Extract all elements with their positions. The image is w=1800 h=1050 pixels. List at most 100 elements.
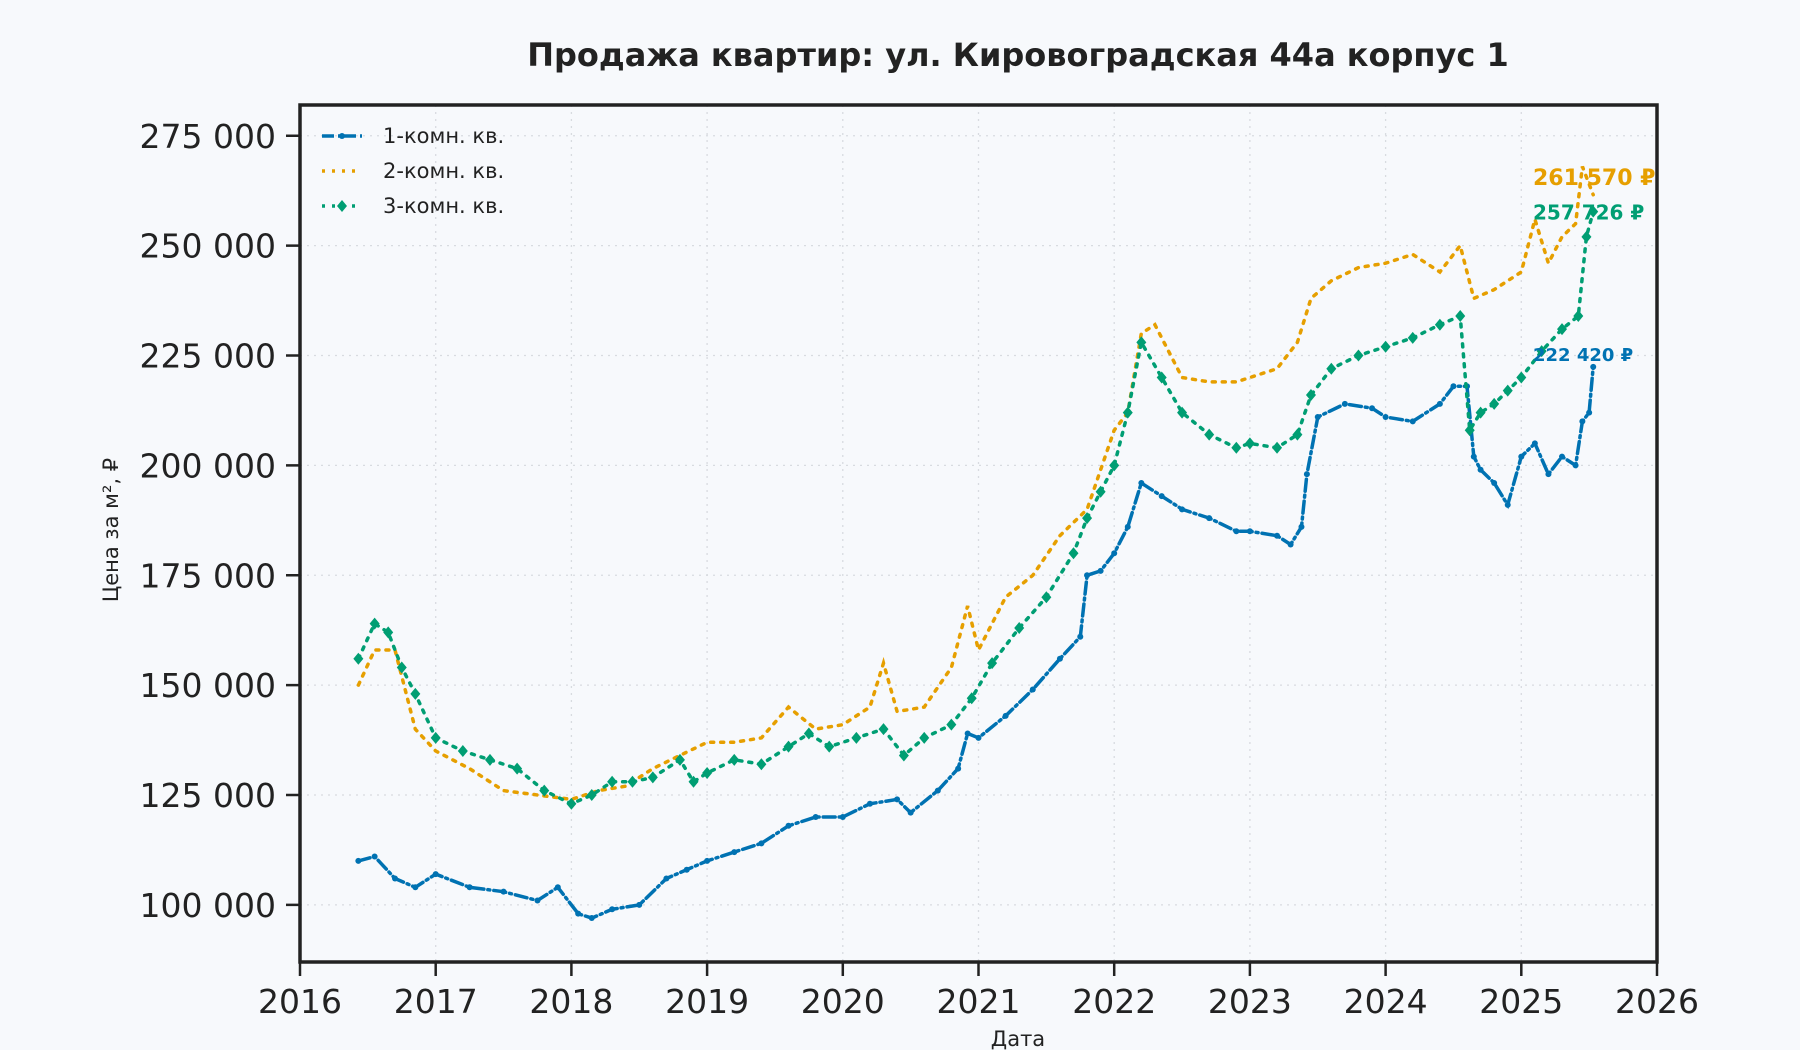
data-point [1353, 349, 1364, 362]
y-tick-label: 250 000 [140, 227, 276, 266]
data-point [1124, 523, 1131, 530]
data-point [396, 661, 407, 674]
data-point [1077, 633, 1084, 640]
data-point [1573, 309, 1584, 322]
y-tick-label: 175 000 [140, 556, 276, 595]
data-point [412, 884, 419, 891]
data-point [1231, 441, 1242, 454]
data-point [894, 796, 901, 803]
y-tick-label: 150 000 [140, 666, 276, 705]
y-axis-label: Цена за м², ₽ [99, 458, 123, 602]
x-tick-label: 2023 [1208, 982, 1292, 1021]
data-point [383, 626, 394, 639]
x-tick-label: 2021 [937, 982, 1021, 1021]
legend-marker [339, 133, 345, 139]
data-point [1272, 441, 1283, 454]
chart-title: Продажа квартир: ул. Кировоградская 44а … [527, 36, 1509, 74]
data-point [663, 875, 670, 882]
data-point [636, 901, 643, 908]
data-point [1545, 471, 1552, 478]
data-point [1233, 528, 1240, 535]
y-tick-label: 100 000 [140, 886, 276, 925]
data-point [756, 758, 767, 771]
y-tick-label: 125 000 [140, 776, 276, 815]
legend-entry-2: 2-комн. кв. [322, 159, 504, 183]
data-point [785, 822, 792, 829]
data-point [1341, 400, 1348, 407]
data-point [391, 875, 398, 882]
data-point [1369, 405, 1376, 412]
data-point [731, 849, 738, 856]
data-point [432, 871, 439, 878]
data-point [1111, 550, 1118, 557]
data-point [1470, 453, 1477, 460]
data-point [1475, 406, 1486, 419]
data-point [1204, 428, 1215, 441]
data-point [484, 753, 495, 766]
data-point [919, 731, 930, 744]
data-point [866, 800, 873, 807]
data-point [1292, 428, 1303, 441]
data-point [554, 884, 561, 891]
data-point [1097, 567, 1104, 574]
data-point [1068, 547, 1079, 560]
data-point [1084, 572, 1091, 579]
data-point [1082, 512, 1093, 525]
data-point [1029, 686, 1036, 693]
data-point [1380, 340, 1391, 353]
data-point [1504, 501, 1511, 508]
data-point [683, 866, 690, 873]
data-point [1179, 506, 1186, 513]
data-point [1491, 479, 1498, 486]
x-tick-label: 2022 [1072, 982, 1156, 1021]
data-point [1244, 437, 1255, 450]
data-point [1409, 418, 1416, 425]
x-tick-label: 2024 [1344, 982, 1428, 1021]
data-point [987, 657, 998, 670]
data-point [647, 771, 658, 784]
x-axis-label: Дата [991, 1027, 1045, 1050]
y-tick-label: 225 000 [140, 337, 276, 376]
data-point [588, 915, 595, 922]
data-point [607, 775, 618, 788]
data-point [1557, 323, 1568, 336]
legend-label: 2-комн. кв. [383, 159, 504, 183]
data-point [457, 745, 468, 758]
data-point [955, 765, 962, 772]
data-point [966, 692, 977, 705]
data-point [534, 897, 541, 904]
data-point [1177, 406, 1188, 419]
data-point [946, 718, 957, 731]
data-point [1136, 336, 1147, 349]
series-line-2 [356, 165, 1595, 802]
data-point [964, 730, 971, 737]
data-point [1536, 345, 1547, 358]
x-tick-label: 2020 [801, 982, 885, 1021]
data-point [512, 762, 523, 775]
legend-entry-3: 3-комн. кв. [322, 194, 504, 218]
legend-entry-1: 1-комн. кв. [322, 124, 504, 148]
data-point [934, 787, 941, 794]
data-point [1109, 459, 1120, 472]
data-point [1014, 621, 1025, 634]
data-point [1502, 384, 1513, 397]
series-end-label-2: 261 570 ₽ [1533, 166, 1655, 191]
series-end-label-1: 222 420 ₽ [1533, 345, 1633, 366]
data-point [1122, 406, 1133, 419]
data-point [1407, 331, 1418, 344]
data-point [1156, 371, 1167, 384]
data-point [1518, 453, 1525, 460]
data-point [1581, 230, 1592, 243]
data-point [674, 753, 685, 766]
data-point [1559, 453, 1566, 460]
data-point [1588, 205, 1599, 218]
data-point [1138, 479, 1145, 486]
x-tick-label: 2016 [258, 982, 342, 1021]
data-point [410, 687, 421, 700]
data-point [1590, 363, 1597, 370]
data-point [1303, 471, 1310, 478]
data-point [627, 775, 638, 788]
data-point [371, 853, 378, 860]
series-3-group [353, 205, 1599, 810]
series-end-label-3: 257 726 ₽ [1533, 201, 1644, 225]
